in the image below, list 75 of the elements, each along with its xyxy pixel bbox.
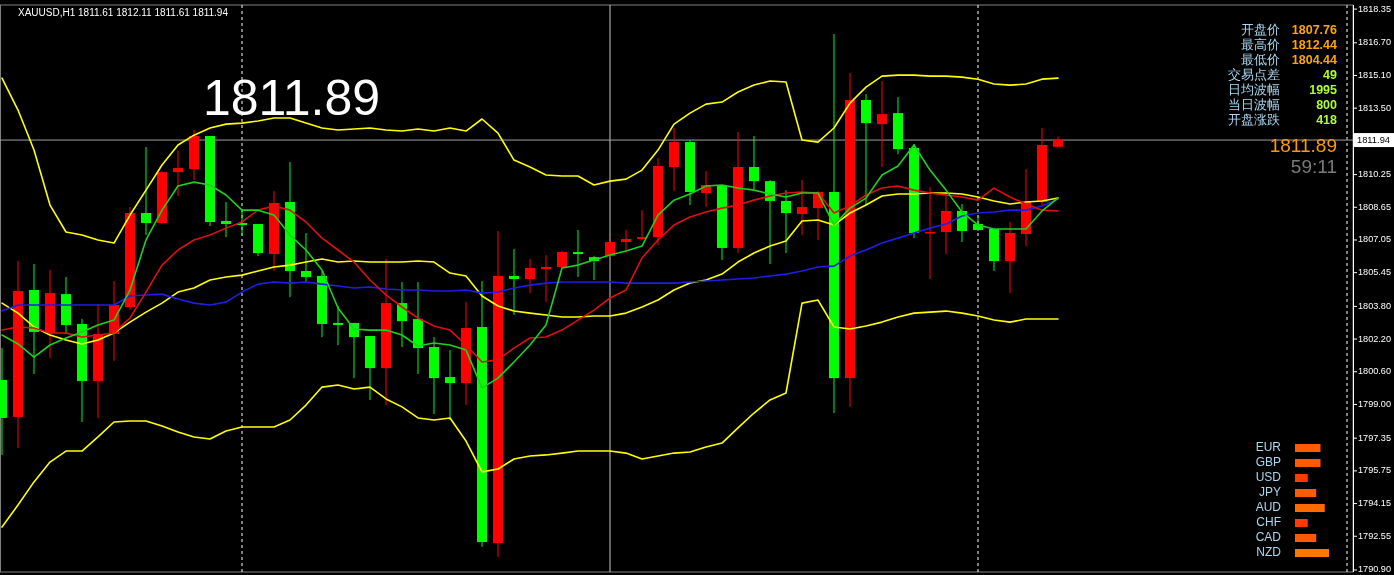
candlestick [333, 305, 343, 346]
text: 1807.76 [1291, 23, 1338, 37]
bar [1295, 474, 1308, 482]
y-tick-label: 1810.25 [1358, 168, 1393, 180]
y-tick-label: 1790.90 [1358, 563, 1393, 575]
bar [1295, 519, 1308, 527]
text: 开盘涨跌 [1228, 113, 1280, 127]
y-tick-label: JPY [1258, 485, 1281, 500]
y-tick-label: 1802.20 [1358, 332, 1393, 344]
candlestick [141, 146, 151, 236]
line-series [1, 74, 1059, 244]
y-tick-label: 1792.55 [1358, 529, 1393, 541]
y-tick-label: CHF [1256, 515, 1281, 530]
y-tick-label: 1808.65 [1358, 200, 1393, 212]
line-series [1, 144, 1059, 389]
text: 49 [1323, 68, 1338, 82]
line-series [1, 299, 1059, 528]
text: 1804.44 [1291, 53, 1338, 67]
candlestick [301, 232, 311, 283]
y-tick-label: 1797.35 [1358, 431, 1393, 443]
text: 日均波幅 [1228, 83, 1280, 97]
y-tick-label: 1807.05 [1358, 233, 1393, 245]
candlestick [525, 258, 535, 294]
y-tick-label: EUR [1255, 440, 1282, 455]
y-tick-label: 1799.00 [1358, 397, 1393, 409]
y-tick-label: 1805.45 [1358, 266, 1393, 278]
bar [1295, 534, 1317, 542]
ref-line-label: 1811.94 [1357, 133, 1391, 145]
bar [1295, 459, 1321, 467]
y-tick-label: GBP [1255, 455, 1281, 470]
text: 当日波幅 [1228, 98, 1280, 112]
candlestick [221, 201, 231, 238]
y-tick-label: CAD [1255, 530, 1282, 545]
annotation: 1811.89 [203, 70, 381, 126]
y-tick-label: 1794.15 [1358, 497, 1393, 509]
candlestick [797, 179, 807, 236]
y-tick-label: 1815.10 [1358, 69, 1393, 81]
bar [1295, 444, 1321, 452]
candlestick [781, 189, 791, 254]
text: 开盘价 [1241, 23, 1280, 37]
y-tick-label: 1813.50 [1358, 101, 1393, 113]
text: 最低价 [1241, 53, 1280, 67]
y-tick-label: AUD [1255, 500, 1282, 515]
candlestick [749, 135, 759, 190]
y-tick-label: 1818.35 [1358, 2, 1393, 14]
y-tick-label: 1800.60 [1358, 365, 1393, 377]
candlestick [621, 229, 631, 254]
text: 418 [1316, 113, 1338, 127]
text: 最高价 [1241, 37, 1280, 52]
bar [1295, 489, 1317, 497]
y-tick-label: 1803.80 [1358, 299, 1393, 311]
text: 1811.89 [1269, 135, 1337, 156]
bar [1295, 549, 1329, 557]
text: 1995 [1309, 83, 1338, 97]
candlestick [541, 254, 551, 303]
candlestick [925, 186, 935, 280]
text: 1812.44 [1291, 38, 1338, 52]
y-tick-label: 1795.75 [1358, 464, 1393, 476]
text: 59:11 [1290, 156, 1337, 177]
candlestick [941, 193, 951, 255]
chart-title: XAUUSD,H1 1811.61 1812.11 1811.61 1811.94 [18, 7, 229, 18]
y-tick-label: NZD [1256, 545, 1282, 560]
y-tick-label: USD [1255, 470, 1282, 485]
candlestick [445, 349, 455, 421]
candlestick [877, 80, 887, 168]
text: 800 [1316, 98, 1338, 112]
candlestick [173, 150, 183, 197]
candlestick [573, 229, 583, 278]
candlestick [861, 93, 871, 206]
bar [1295, 504, 1325, 512]
candlestick [637, 209, 647, 241]
line-series [1, 198, 1059, 312]
text: 交易点差 [1228, 67, 1280, 82]
y-tick-label: 1816.70 [1358, 36, 1393, 48]
candlestick [509, 248, 519, 316]
